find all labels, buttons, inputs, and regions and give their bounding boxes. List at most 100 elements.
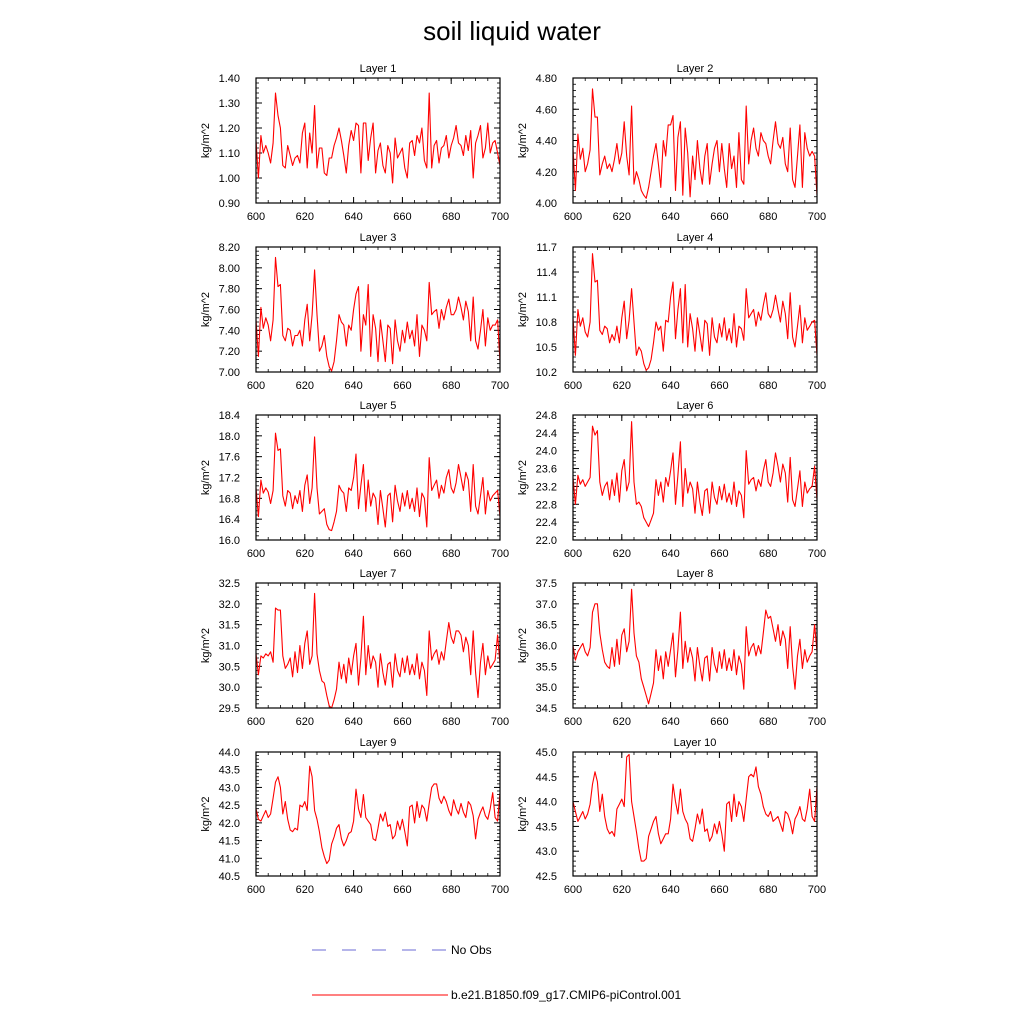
y-tick-label: 32.5 bbox=[219, 578, 240, 590]
y-tick-label: 7.80 bbox=[219, 284, 240, 296]
y-tick-label: 44.5 bbox=[536, 772, 557, 784]
y-tick-label: 1.10 bbox=[219, 148, 240, 160]
x-tick-label: 620 bbox=[613, 380, 631, 392]
series-line-layer-7 bbox=[255, 592, 501, 709]
y-tick-label: 22.0 bbox=[536, 535, 557, 547]
y-tick-label: 44.0 bbox=[219, 747, 240, 759]
x-tick-label: 680 bbox=[759, 211, 777, 223]
x-tick-label: 600 bbox=[247, 548, 265, 560]
x-tick-label: 680 bbox=[759, 380, 777, 392]
y-tick-label: 16.4 bbox=[219, 514, 240, 526]
y-tick-label: 1.30 bbox=[219, 98, 240, 110]
y-tick-label: 11.7 bbox=[536, 242, 557, 254]
x-tick-label: 660 bbox=[393, 211, 411, 223]
y-tick-label: 43.5 bbox=[536, 821, 557, 833]
series-line-layer-4 bbox=[572, 253, 818, 371]
y-tick-label: 22.8 bbox=[536, 499, 557, 511]
panel-layer-10: 600 620 640 660 680 700 42.5 43.0 43.5 44.0 44.5 45… bbox=[517, 737, 826, 896]
y-axis-label: kg/m^2 bbox=[517, 292, 529, 327]
x-tick-label: 660 bbox=[393, 380, 411, 392]
plot-frame bbox=[255, 77, 501, 204]
y-tick-label: 22.4 bbox=[536, 517, 557, 529]
x-tick-label: 620 bbox=[613, 884, 631, 896]
series-line-layer-10 bbox=[572, 753, 818, 862]
y-tick-label: 1.40 bbox=[219, 73, 240, 85]
panel-layer-2: 600 620 640 660 680 700 4.00 4.20 4.40 4.60 4.80 La… bbox=[517, 63, 826, 223]
x-tick-label: 680 bbox=[759, 884, 777, 896]
panel-layer-1: 600 620 640 660 680 700 0.90 1.00 1.10 1.20 1.30 1.… bbox=[200, 63, 509, 223]
x-tick-label: 680 bbox=[759, 548, 777, 560]
x-tick-label: 620 bbox=[296, 716, 314, 728]
series-line-layer-1 bbox=[255, 92, 501, 184]
x-tick-label: 620 bbox=[296, 884, 314, 896]
y-tick-label: 31.0 bbox=[219, 641, 240, 653]
y-tick-label: 24.8 bbox=[536, 410, 557, 422]
panel-layer-6: 600 620 640 660 680 700 22.0 22.4 22.8 23.2 23.6 24… bbox=[517, 400, 826, 560]
y-tick-label: 4.40 bbox=[536, 136, 557, 148]
y-tick-label: 7.20 bbox=[219, 346, 240, 358]
x-tick-label: 620 bbox=[296, 548, 314, 560]
x-tick-label: 600 bbox=[247, 211, 265, 223]
y-axis-label: kg/m^2 bbox=[200, 628, 212, 663]
panel-layer-7: 600 620 640 660 680 700 29.5 30.0 30.5 31.0 31.5 32… bbox=[200, 568, 509, 728]
legend-obs-label: No Obs bbox=[451, 943, 492, 957]
y-tick-label: 18.4 bbox=[219, 410, 240, 422]
y-tick-label: 43.0 bbox=[536, 846, 557, 858]
plot-frame bbox=[255, 751, 501, 877]
panel-title: Layer 9 bbox=[360, 737, 397, 749]
x-tick-label: 600 bbox=[247, 380, 265, 392]
y-tick-label: 41.0 bbox=[219, 853, 240, 865]
y-tick-label: 11.1 bbox=[536, 292, 557, 304]
y-tick-label: 1.20 bbox=[219, 123, 240, 135]
series-line-layer-8 bbox=[572, 588, 818, 705]
y-tick-label: 4.20 bbox=[536, 167, 557, 179]
y-tick-label: 30.0 bbox=[219, 682, 240, 694]
x-tick-label: 640 bbox=[661, 380, 679, 392]
y-tick-label: 35.0 bbox=[536, 682, 557, 694]
y-tick-label: 10.8 bbox=[536, 317, 557, 329]
panel-title: Layer 7 bbox=[360, 568, 397, 580]
x-tick-label: 700 bbox=[491, 548, 509, 560]
y-tick-label: 42.0 bbox=[219, 818, 240, 830]
y-tick-label: 10.2 bbox=[536, 367, 557, 379]
y-tick-label: 23.6 bbox=[536, 464, 557, 476]
y-tick-label: 10.5 bbox=[536, 342, 557, 354]
x-tick-label: 680 bbox=[442, 716, 460, 728]
x-tick-label: 700 bbox=[491, 716, 509, 728]
x-tick-label: 660 bbox=[710, 884, 728, 896]
y-axis-label: kg/m^2 bbox=[200, 292, 212, 327]
panel-title: Layer 10 bbox=[674, 737, 717, 749]
y-tick-label: 30.5 bbox=[219, 661, 240, 673]
x-tick-label: 640 bbox=[661, 548, 679, 560]
y-tick-label: 29.5 bbox=[219, 703, 240, 715]
y-tick-label: 1.00 bbox=[219, 173, 240, 185]
y-tick-label: 43.0 bbox=[219, 782, 240, 794]
panel-layer-9: 600 620 640 660 680 700 40.5 41.0 41.5 42.0 42.5 43… bbox=[200, 737, 509, 896]
x-tick-label: 660 bbox=[710, 380, 728, 392]
x-tick-label: 680 bbox=[442, 548, 460, 560]
panel-layer-3: 600 620 640 660 680 700 7.00 7.20 7.40 7.60 7.80 8.… bbox=[200, 232, 509, 392]
y-tick-label: 17.2 bbox=[219, 473, 240, 485]
panel-layer-8: 600 620 640 660 680 700 34.5 35.0 35.5 36.0 36.5 37… bbox=[517, 568, 826, 728]
plot-frame bbox=[255, 582, 501, 709]
plot-frame bbox=[572, 414, 818, 541]
y-tick-label: 24.0 bbox=[536, 446, 557, 458]
y-axis-label: kg/m^2 bbox=[517, 796, 529, 831]
series-line-layer-9 bbox=[255, 765, 501, 865]
x-tick-label: 640 bbox=[344, 380, 362, 392]
x-tick-label: 660 bbox=[393, 716, 411, 728]
plot-frame bbox=[255, 414, 501, 541]
x-tick-label: 640 bbox=[661, 716, 679, 728]
y-tick-label: 42.5 bbox=[219, 800, 240, 812]
y-tick-label: 8.20 bbox=[219, 242, 240, 254]
panel-title: Layer 2 bbox=[677, 63, 714, 75]
plot-frame bbox=[572, 582, 818, 709]
x-tick-label: 640 bbox=[344, 548, 362, 560]
x-tick-label: 640 bbox=[344, 211, 362, 223]
x-tick-label: 700 bbox=[808, 211, 826, 223]
panel-layer-4: 600 620 640 660 680 700 10.2 10.5 10.8 11.1 11.4 11… bbox=[517, 232, 826, 392]
x-tick-label: 680 bbox=[442, 884, 460, 896]
y-tick-label: 34.5 bbox=[536, 703, 557, 715]
x-tick-label: 640 bbox=[661, 884, 679, 896]
